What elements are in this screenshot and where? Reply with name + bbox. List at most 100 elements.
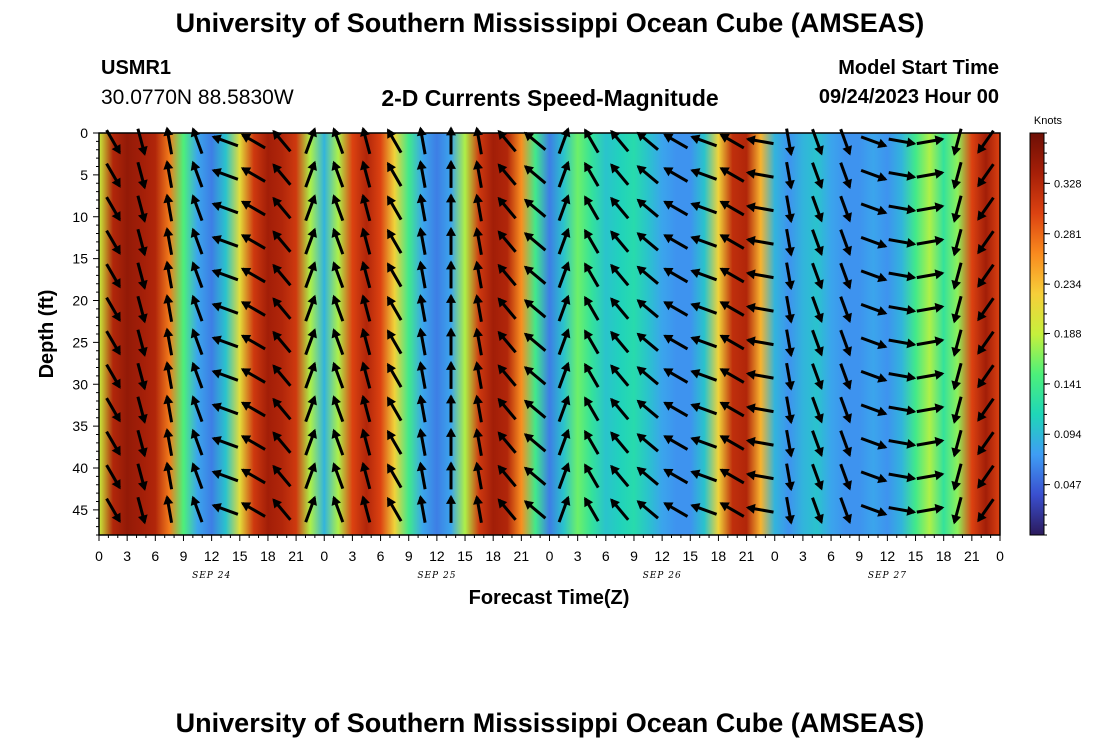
- current-arrow: [360, 227, 372, 255]
- current-arrow: [190, 495, 204, 523]
- current-arrow: [105, 397, 121, 423]
- current-arrow: [916, 269, 945, 280]
- current-arrow: [888, 305, 917, 315]
- current-arrow: [860, 503, 888, 517]
- current-arrow: [663, 401, 689, 418]
- current-arrow: [240, 167, 266, 183]
- current-arrow: [745, 369, 774, 380]
- current-arrow-head: [387, 396, 396, 407]
- current-arrow: [240, 234, 266, 250]
- current-arrow: [690, 168, 718, 181]
- current-arrow-head: [497, 431, 508, 442]
- current-arrow: [951, 362, 963, 391]
- current-arrow-head: [584, 195, 594, 206]
- current-arrow: [977, 297, 995, 322]
- current-arrow-head: [272, 230, 282, 241]
- current-arrow-head: [523, 399, 534, 410]
- current-arrow: [690, 201, 718, 215]
- current-arrow: [304, 328, 317, 356]
- current-arrow-head: [211, 469, 222, 479]
- current-arrow-head: [240, 502, 252, 512]
- day-labels: SEP 24 SEP 25 SEP 26 SEP 27: [192, 571, 906, 581]
- current-arrow-head: [307, 495, 317, 506]
- current-arrow: [105, 162, 121, 188]
- current-arrow: [240, 301, 266, 317]
- current-arrow-head: [473, 461, 483, 472]
- current-arrow: [811, 396, 824, 424]
- model-start-label: Model Start Time: [838, 57, 999, 79]
- current-arrow-head: [636, 198, 647, 209]
- current-arrow-head: [584, 329, 594, 340]
- current-arrow-head: [307, 294, 317, 305]
- current-arrow: [839, 296, 852, 323]
- current-arrow-head: [272, 163, 282, 174]
- main-title: University of Southern Mississippi Ocean…: [175, 8, 925, 38]
- current-arrow-head: [636, 265, 647, 276]
- current-arrow-head: [307, 361, 317, 372]
- current-arrow-head: [416, 495, 427, 505]
- x-tick-label: 21: [514, 548, 530, 564]
- current-arrow-head: [138, 145, 148, 156]
- current-arrow-head: [934, 135, 945, 146]
- current-arrow: [497, 230, 517, 253]
- current-arrow-head: [745, 369, 756, 380]
- current-arrow-head: [906, 405, 917, 416]
- current-arrow: [690, 335, 718, 349]
- current-arrow: [136, 195, 148, 223]
- current-arrow: [690, 369, 718, 382]
- current-arrow: [951, 295, 963, 324]
- current-arrow-head: [360, 160, 370, 171]
- current-arrow-head: [331, 495, 341, 506]
- current-arrow-head: [446, 193, 456, 203]
- current-arrow: [331, 462, 345, 490]
- current-arrow-head: [272, 196, 282, 207]
- current-arrow: [497, 397, 517, 421]
- colorbar-tick-label: 0.094: [1054, 429, 1082, 441]
- current-arrow: [916, 202, 945, 213]
- current-arrow: [211, 168, 239, 181]
- current-arrow: [446, 293, 456, 322]
- current-arrow: [136, 496, 148, 525]
- current-arrow: [360, 361, 372, 389]
- speed-heatmap: [99, 133, 1000, 535]
- current-arrow-head: [977, 411, 987, 422]
- current-arrow-head: [446, 226, 456, 236]
- current-arrow: [304, 361, 317, 389]
- current-arrow-head: [934, 369, 945, 380]
- current-arrow: [360, 428, 372, 456]
- current-arrow-head: [784, 246, 795, 257]
- colorbar-tick-label: 0.188: [1054, 328, 1082, 340]
- current-arrow: [839, 162, 852, 189]
- current-arrow: [610, 297, 630, 320]
- current-arrow: [916, 503, 945, 514]
- current-arrow-head: [584, 429, 594, 441]
- current-arrow: [523, 433, 547, 453]
- y-tick-label: 20: [72, 293, 88, 309]
- current-arrow-head: [163, 294, 174, 304]
- current-arrow: [386, 463, 403, 489]
- current-arrow: [523, 399, 547, 419]
- current-arrow-head: [784, 146, 795, 157]
- current-arrow-head: [906, 439, 917, 449]
- current-arrow: [745, 336, 774, 347]
- current-arrow: [331, 227, 345, 255]
- current-arrow: [473, 227, 483, 255]
- current-arrow-head: [977, 444, 987, 456]
- current-arrow-head: [636, 165, 647, 175]
- current-arrow-head: [211, 436, 222, 446]
- current-arrow-head: [446, 427, 456, 437]
- current-arrow-head: [163, 126, 174, 137]
- colorbar-unit-label: Knots: [1034, 115, 1063, 127]
- current-arrow-head: [745, 235, 756, 246]
- current-arrow-head: [138, 279, 148, 290]
- current-arrow: [610, 330, 630, 354]
- colorbar-ticks: 0.328 0.281 0.234 0.188 0.141 0.094 0.047: [1044, 132, 1082, 536]
- y-tick-label: 35: [72, 418, 88, 434]
- current-arrow: [331, 428, 345, 456]
- current-arrow: [811, 463, 824, 491]
- current-arrow-head: [906, 472, 917, 483]
- current-arrow-head: [446, 494, 456, 504]
- current-arrow: [784, 463, 795, 492]
- current-arrow-head: [784, 447, 795, 458]
- current-arrow-head: [934, 403, 945, 414]
